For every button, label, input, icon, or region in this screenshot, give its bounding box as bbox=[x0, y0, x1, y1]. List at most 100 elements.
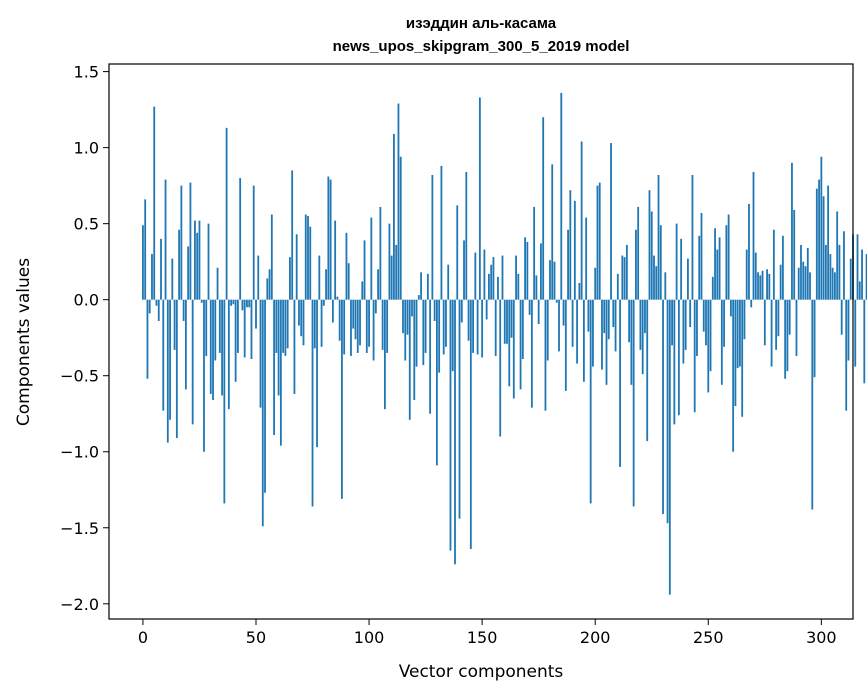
x-tick-label: 100 bbox=[354, 628, 385, 647]
bar bbox=[779, 264, 782, 300]
x-axis-ticks: 0 50 100 150 200 250 300 bbox=[138, 619, 837, 647]
bar bbox=[189, 182, 192, 300]
bar bbox=[316, 299, 318, 448]
bar bbox=[289, 257, 291, 300]
bar bbox=[510, 299, 513, 338]
bar bbox=[662, 299, 664, 515]
bar bbox=[560, 92, 563, 300]
bar bbox=[433, 299, 436, 321]
bar bbox=[406, 299, 409, 335]
bar bbox=[157, 299, 160, 321]
bar bbox=[818, 179, 820, 300]
bar bbox=[757, 272, 759, 300]
bar bbox=[709, 299, 712, 372]
bar bbox=[187, 246, 190, 300]
bar bbox=[151, 254, 153, 300]
bar bbox=[501, 255, 504, 300]
bar bbox=[171, 258, 174, 300]
bar bbox=[279, 299, 282, 446]
bar bbox=[300, 299, 303, 337]
bar bbox=[635, 229, 637, 300]
bar bbox=[612, 299, 615, 328]
bar bbox=[687, 258, 689, 300]
bar bbox=[209, 299, 212, 394]
bar bbox=[761, 270, 764, 300]
bar bbox=[162, 299, 165, 411]
bar bbox=[838, 244, 841, 300]
bar bbox=[447, 264, 450, 300]
bar bbox=[696, 299, 698, 356]
y-axis-ticks: 1.5 1.0 0.5 0.0 −0.5 −1.0 −1.5 −2.0 bbox=[60, 63, 109, 614]
x-tick-label: 250 bbox=[693, 628, 724, 647]
bar bbox=[180, 185, 183, 300]
bar bbox=[481, 299, 484, 358]
bar bbox=[442, 299, 445, 355]
bar bbox=[153, 106, 156, 300]
bar bbox=[449, 299, 452, 551]
bar bbox=[422, 299, 425, 366]
bar bbox=[619, 299, 621, 467]
bar bbox=[485, 299, 488, 320]
bar bbox=[598, 182, 601, 300]
bar bbox=[736, 299, 739, 369]
bar bbox=[467, 299, 470, 341]
bar bbox=[664, 272, 667, 300]
bar bbox=[621, 255, 624, 300]
bar bbox=[795, 299, 798, 356]
bar bbox=[386, 299, 389, 353]
bar bbox=[804, 266, 807, 300]
x-tick-label: 300 bbox=[806, 628, 837, 647]
bar bbox=[689, 299, 692, 328]
bar bbox=[682, 299, 685, 364]
bar bbox=[454, 299, 456, 565]
bar bbox=[512, 299, 515, 399]
bar bbox=[834, 272, 836, 300]
bar bbox=[490, 264, 493, 300]
bar bbox=[377, 269, 380, 300]
bar bbox=[445, 299, 447, 347]
bar bbox=[203, 299, 205, 452]
bar bbox=[540, 243, 542, 300]
bar bbox=[791, 162, 793, 300]
bar bbox=[304, 214, 307, 300]
bar bbox=[625, 244, 628, 300]
bar bbox=[720, 299, 723, 385]
y-tick-label: −0.5 bbox=[60, 367, 99, 386]
bar bbox=[420, 272, 422, 300]
x-tick-label: 150 bbox=[467, 628, 498, 647]
bar bbox=[451, 299, 454, 372]
bar bbox=[605, 299, 608, 385]
bar bbox=[221, 299, 223, 396]
bar bbox=[831, 267, 834, 300]
bar bbox=[693, 299, 696, 413]
bar bbox=[784, 299, 787, 379]
bar bbox=[286, 299, 289, 349]
bar bbox=[648, 190, 651, 300]
bar bbox=[856, 234, 859, 300]
bar bbox=[603, 299, 606, 334]
bar bbox=[402, 299, 404, 334]
bar bbox=[811, 299, 814, 510]
bar bbox=[318, 255, 321, 300]
bar bbox=[607, 299, 610, 340]
bar bbox=[800, 244, 802, 300]
bar bbox=[356, 299, 359, 353]
bar bbox=[194, 220, 196, 300]
bar bbox=[214, 299, 217, 361]
bar bbox=[431, 175, 434, 300]
bar bbox=[632, 299, 635, 507]
bar bbox=[483, 249, 486, 300]
bar bbox=[836, 211, 839, 300]
bar bbox=[497, 276, 499, 300]
bar bbox=[526, 241, 529, 300]
bar bbox=[793, 209, 796, 300]
bar bbox=[415, 299, 418, 367]
bar bbox=[379, 206, 382, 300]
bar bbox=[863, 299, 866, 384]
bar bbox=[768, 273, 771, 300]
bar bbox=[307, 216, 309, 300]
bar bbox=[659, 225, 662, 300]
bar bbox=[515, 255, 517, 300]
bar bbox=[854, 299, 857, 367]
bar bbox=[255, 299, 257, 329]
